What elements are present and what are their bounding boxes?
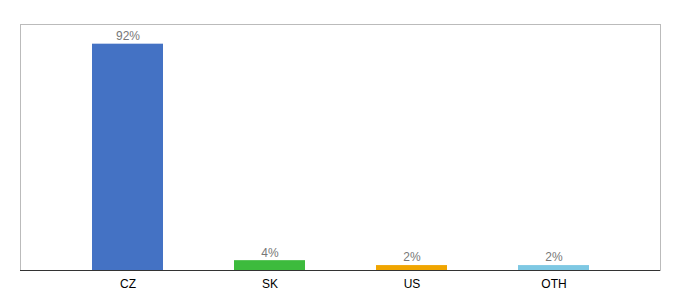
svg-text:SK: SK <box>262 277 278 291</box>
svg-text:CZ: CZ <box>120 277 136 291</box>
svg-text:92%: 92% <box>116 29 140 43</box>
svg-text:4%: 4% <box>261 246 279 260</box>
svg-text:OTH: OTH <box>541 277 566 291</box>
svg-text:2%: 2% <box>403 250 421 264</box>
svg-text:2%: 2% <box>545 250 563 264</box>
svg-text:US: US <box>404 277 421 291</box>
